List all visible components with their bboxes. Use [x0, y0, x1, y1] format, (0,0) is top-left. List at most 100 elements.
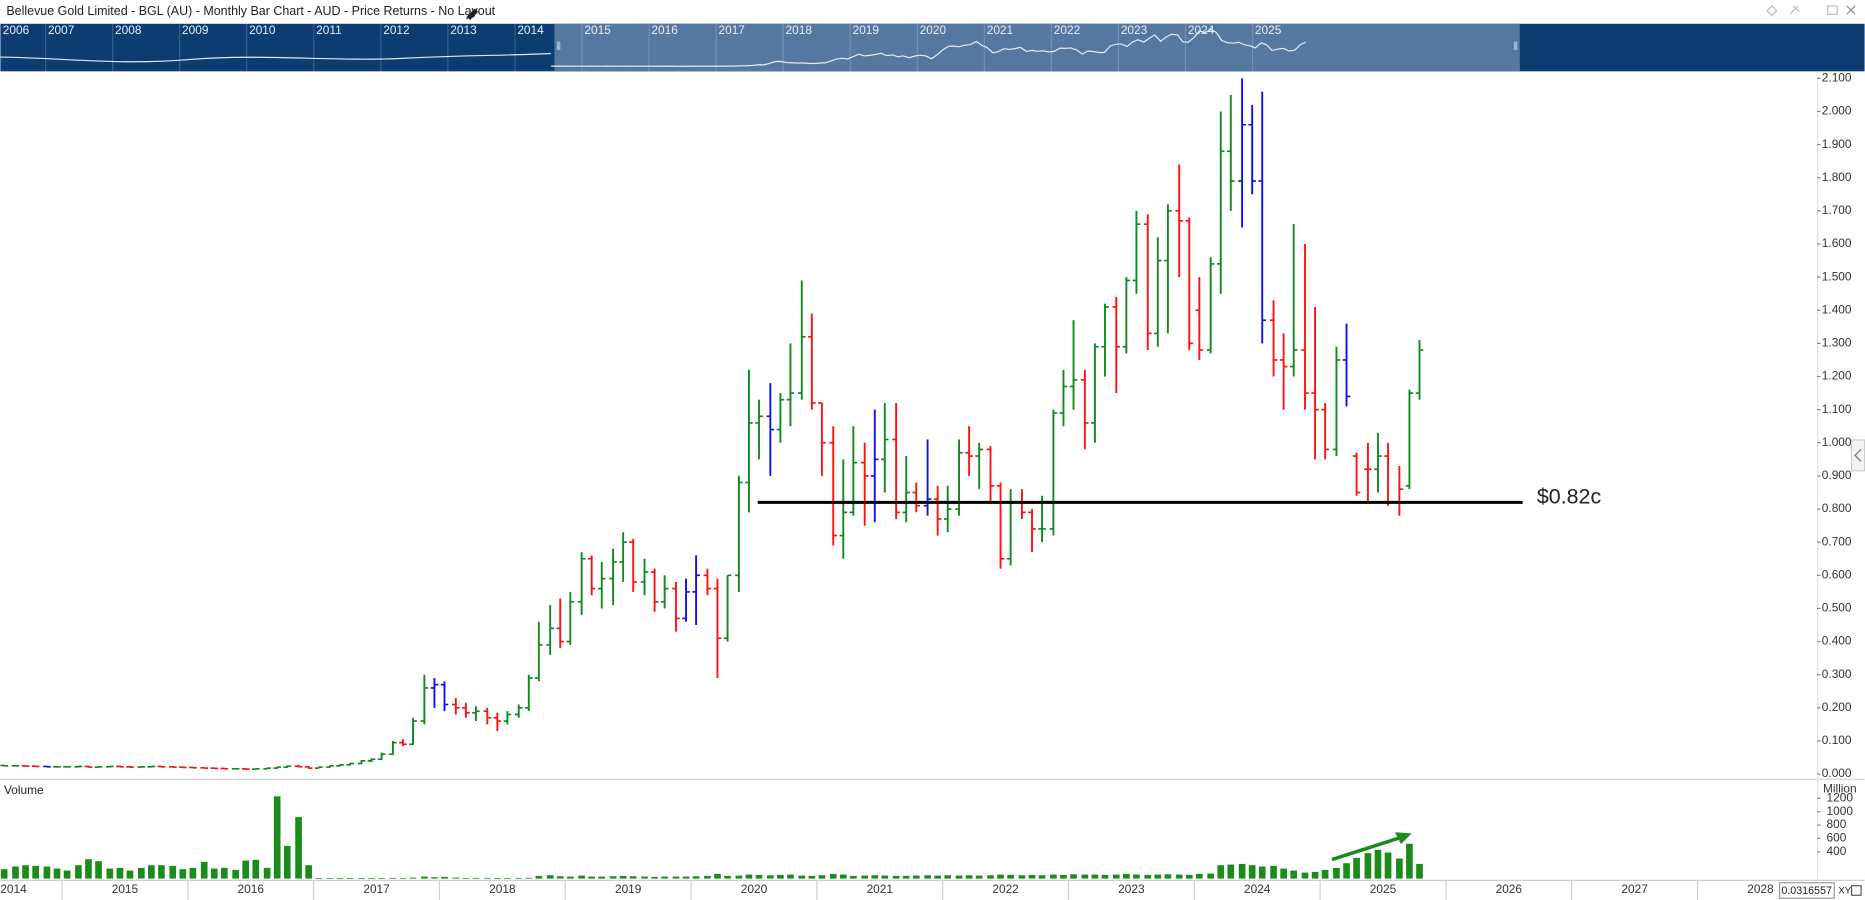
navigator-year: 2016	[651, 23, 678, 37]
xy-toggle[interactable]: XY	[1838, 886, 1851, 897]
volume-bar	[609, 876, 617, 879]
y-tick-label: 1.900	[1822, 137, 1852, 151]
y-tick-label: 0.500	[1822, 601, 1852, 615]
restore-icon[interactable]	[1827, 5, 1838, 15]
volume-bar	[346, 878, 354, 879]
volume-bar	[1060, 874, 1067, 879]
volume-bar	[598, 876, 606, 879]
volume-bar	[232, 869, 239, 879]
y-tick-label: 0.200	[1822, 700, 1852, 714]
volume-bar	[12, 866, 19, 879]
volume-bar	[1018, 875, 1026, 879]
volume-bar	[829, 873, 837, 879]
y-tick-label: 2.000	[1822, 104, 1852, 118]
navigator-handle[interactable]	[556, 41, 561, 50]
y-tick-label: 1.500	[1822, 269, 1852, 283]
volume-bar	[483, 877, 491, 879]
side-panel-toggle[interactable]	[1850, 439, 1865, 472]
volume-bar	[1353, 857, 1360, 879]
volume-bar	[452, 877, 460, 879]
x-tick-label: 2028	[1747, 882, 1774, 896]
volume-bar	[221, 867, 228, 879]
volume-bar	[871, 875, 879, 879]
volume-bar	[1123, 873, 1130, 879]
navigator-history-line	[0, 52, 551, 63]
settings-icon[interactable]	[1850, 885, 1862, 896]
x-tick-label: 2014	[0, 882, 27, 896]
volume-bar	[787, 874, 794, 879]
volume-bar	[839, 874, 847, 879]
volume-bar	[22, 865, 29, 879]
volume-bar	[158, 865, 165, 879]
x-tick-label: 2024	[1244, 882, 1271, 896]
y-tick-label: 1.100	[1822, 402, 1852, 416]
volume-bar	[546, 875, 554, 879]
navigator-year: 2017	[718, 23, 744, 37]
y-tick-label: 0.400	[1822, 634, 1852, 648]
volume-bar	[252, 859, 260, 879]
volume-bar	[515, 877, 523, 879]
volume-bar	[777, 874, 784, 879]
pin-icon[interactable]	[1766, 5, 1778, 17]
volume-bar	[1374, 849, 1382, 879]
window-controls	[1766, 5, 1856, 17]
volume-bar	[641, 876, 648, 879]
navigator-year: 2015	[584, 23, 611, 37]
y-tick-label: 0.300	[1822, 667, 1852, 681]
navigator-year: 2021	[987, 23, 1014, 37]
volume-bar	[892, 875, 900, 879]
volume-bar	[179, 869, 187, 879]
volume-bar	[745, 874, 753, 879]
dock-icon[interactable]	[1789, 5, 1800, 15]
volume-bar	[578, 875, 585, 879]
volume-bar	[1227, 864, 1235, 879]
edit-icon[interactable]	[465, 8, 479, 21]
navigator-selection[interactable]	[554, 23, 1520, 72]
y-tick-label: 2.100	[1822, 70, 1852, 84]
volume-bar	[431, 877, 438, 879]
x-tick-label: 2017	[363, 882, 389, 896]
volume-bar	[441, 876, 448, 879]
volume-bar	[116, 867, 124, 879]
navigator-year: 2008	[115, 23, 142, 37]
volume-bar	[735, 875, 743, 879]
side-panel-arrow	[1854, 448, 1862, 462]
volume-bar	[126, 870, 134, 879]
volume-bar	[421, 876, 428, 879]
volume-bar	[210, 868, 218, 879]
volume-bar	[1301, 872, 1309, 879]
volume-bar	[75, 865, 82, 879]
volume-bar	[1207, 873, 1214, 879]
volume-bar	[95, 861, 102, 879]
navigator-handle[interactable]	[1513, 41, 1518, 50]
volume-bar	[692, 876, 700, 879]
navigator-year: 2011	[316, 23, 342, 37]
volume-bar	[629, 876, 637, 879]
volume-bar	[263, 867, 271, 879]
volume-bar	[1321, 869, 1329, 879]
volume-tick-label: 400	[1827, 844, 1847, 858]
y-tick-label: 0.900	[1822, 468, 1852, 482]
volume-bar	[1311, 871, 1319, 879]
volume-bar	[63, 870, 71, 879]
volume-bar	[1050, 874, 1057, 879]
volume-bar	[902, 875, 910, 879]
volume-bar	[724, 875, 731, 879]
navigator-price-line	[551, 28, 1306, 67]
volume-bar	[767, 875, 774, 879]
volume-bar	[148, 865, 155, 879]
y-tick-label: 1.300	[1822, 336, 1852, 350]
cursor-value-box	[1778, 882, 1835, 899]
volume-bar	[368, 878, 375, 879]
close-icon[interactable]	[1846, 5, 1856, 15]
volume-bar	[1175, 874, 1183, 879]
volume-bar	[944, 875, 952, 879]
volume-bar	[1280, 868, 1287, 879]
navigator-year: 2023	[1121, 23, 1148, 37]
volume-bar	[588, 876, 596, 879]
volume-bar	[1133, 874, 1140, 879]
volume-bar	[912, 875, 920, 879]
navigator-year: 2019	[853, 23, 880, 37]
